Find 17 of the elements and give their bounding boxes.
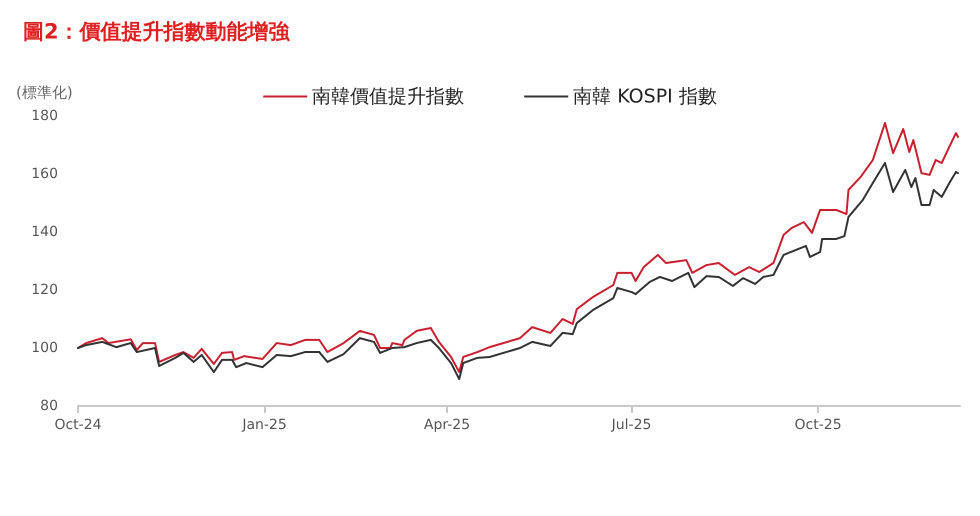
y-axis-title: (標準化) xyxy=(16,84,73,102)
y-tick-label: 160 xyxy=(31,166,58,182)
y-tick-label: 180 xyxy=(31,108,58,124)
y-tick-label: 120 xyxy=(31,282,58,298)
y-tick-label: 100 xyxy=(31,340,58,356)
x-tick-label: Oct-25 xyxy=(794,417,842,433)
chart-title: 圖2：價值提升指數動能增強 xyxy=(23,20,291,44)
line-series xyxy=(77,122,959,374)
legend-label: 南韓 KOSPI 指數 xyxy=(573,86,717,108)
x-tick-label: Jul-25 xyxy=(610,417,652,433)
x-tick-label: Oct-24 xyxy=(54,417,102,433)
x-tick-label: Jan-25 xyxy=(241,417,287,433)
y-tick-label: 140 xyxy=(31,224,58,240)
legend-label: 南韓價值提升指數 xyxy=(312,86,464,108)
x-tick-label: Apr-25 xyxy=(424,417,470,433)
line-series xyxy=(77,162,959,380)
y-tick-label: 80 xyxy=(40,398,58,414)
